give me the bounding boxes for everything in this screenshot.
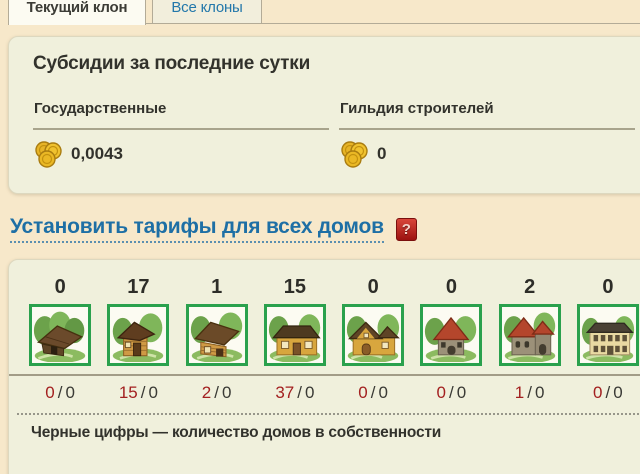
tab-current-clone-label: Текущий клон [26,0,128,16]
house-count: 15 [283,276,306,298]
caption-divider [17,413,640,415]
house-count: 2 [524,276,536,298]
set-tariffs-link[interactable]: Установить тарифы для всех домов [10,215,384,243]
house-fraction: 1/0 [514,383,545,402]
subsidies-guild-value: 0 [377,144,387,163]
house-stone-manor[interactable] [498,304,561,366]
subsidies-guild-header: Гильдия строителей [339,100,635,130]
subsidies-column-state: Государственные 0,0043 [33,100,329,169]
house-stone[interactable] [420,304,483,366]
houses-caption: Черные цифры — количество домов в собств… [31,424,442,441]
house-fraction: 0/0 [436,383,467,402]
help-icon[interactable]: ? [395,217,417,241]
house-count: 1 [211,276,223,298]
house-old-hut-image [34,311,86,362]
house-count: 17 [127,276,150,298]
house-gabled-image [347,314,400,362]
house-mansion[interactable] [576,304,639,366]
house-old-hut[interactable] [29,304,92,366]
house-fraction: 0/0 [593,383,623,402]
house-fractions-row: 0/0 15/0 2/0 37/0 0/0 0/0 1/0 0/0 [9,376,640,405]
house-mansion-image [581,316,634,362]
house-log-house-image [190,312,242,362]
tab-all-clones[interactable]: Все клоны [152,0,262,24]
subsidies-column-guild: Гильдия строителей 0 [339,100,635,169]
subsidies-panel: Субсидии за последние сутки Государствен… [8,36,640,194]
house-fraction: 37/0 [275,383,315,402]
tab-bar: Текущий клон Все клоны [0,0,640,25]
house-gabled[interactable] [342,304,405,366]
subsidies-title: Субсидии за последние сутки [33,53,311,74]
house-counts-row: 0 17 1 15 0 0 2 0 [9,270,640,304]
subsidies-state-value: 0,0043 [71,144,123,163]
house-log-house[interactable] [185,304,248,366]
house-yellow-cottage[interactable] [263,304,326,366]
tab-current-clone[interactable]: Текущий клон [8,0,146,25]
house-log-cabin-image [113,313,164,362]
house-stone-image [425,316,477,362]
house-fraction: 0/0 [45,383,75,402]
house-fraction: 15/0 [118,383,158,402]
house-yellow-cottage-image [268,314,321,362]
tariffs-row: Установить тарифы для всех домов ? [10,215,640,243]
tab-all-clones-label: Все клоны [171,0,243,16]
coins-icon [341,141,368,168]
subsidies-columns: Государственные 0,0043 Гильдия строителе… [33,100,635,169]
houses-panel: 0 17 1 15 0 0 2 0 [8,259,640,474]
houses-divider [9,374,640,376]
house-count: 0 [445,276,457,298]
house-count: 0 [367,276,379,298]
coins-icon [35,141,62,168]
house-count: 0 [602,276,614,298]
house-stone-manor-image [503,312,555,362]
house-log-cabin[interactable] [107,304,170,366]
house-images-row [9,304,640,366]
house-count: 0 [54,276,66,298]
tab-bar-divider [145,23,640,24]
house-fraction: 0/0 [358,383,388,402]
subsidies-state-header: Государственные [33,100,329,130]
house-fraction: 2/0 [201,383,232,402]
